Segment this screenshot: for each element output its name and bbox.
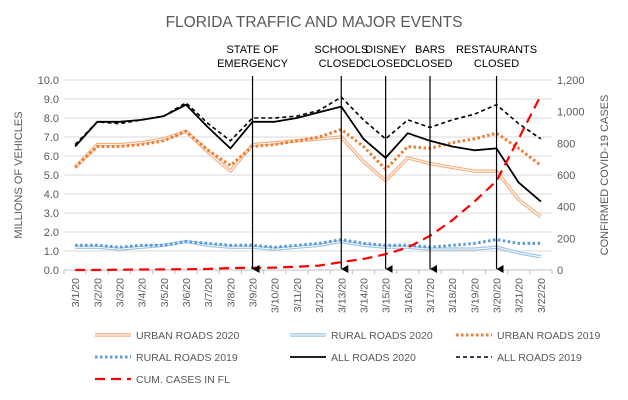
annotation-label: CLOSED bbox=[363, 58, 408, 70]
series-rural-roads-2020-inner bbox=[75, 241, 541, 258]
y2-tick-label: 600 bbox=[557, 170, 575, 182]
annotation-label: STATE OF bbox=[226, 44, 278, 56]
x-tick-label: 3/12/20 bbox=[314, 278, 326, 313]
y-tick-label: 4.0 bbox=[44, 189, 59, 201]
x-tick-label: 3/8/20 bbox=[225, 278, 237, 307]
x-tick-label: 3/14/20 bbox=[358, 278, 370, 313]
x-tick-label: 3/18/20 bbox=[447, 278, 459, 313]
y2-axis-ticks: 0 200 400 600 800 1,000 1,200 bbox=[557, 75, 585, 277]
legend-item: URBAN ROADS 2020 bbox=[95, 330, 239, 342]
legend-item: CUM. CASES IN FL bbox=[95, 374, 230, 386]
series-cum-cases-in-fl bbox=[75, 94, 542, 272]
x-tick-label: 3/6/20 bbox=[181, 278, 193, 307]
x-tick-label: 3/1/20 bbox=[70, 278, 82, 307]
annotation-label: CLOSED bbox=[319, 58, 364, 70]
gridlines bbox=[64, 79, 552, 271]
x-tick-label: 3/17/20 bbox=[425, 278, 437, 313]
event-annotations: STATE OFEMERGENCYSCHOOLSCLOSEDDISNEYCLOS… bbox=[217, 44, 537, 273]
x-tick-label: 3/13/20 bbox=[336, 278, 348, 313]
y2-axis-label: CONFIRMED COVID-19 CASES bbox=[599, 95, 611, 256]
y-tick-label: 2.0 bbox=[44, 227, 59, 239]
annotation-label: EMERGENCY bbox=[217, 58, 289, 70]
x-tick-label: 3/7/20 bbox=[203, 278, 215, 307]
annotation-label: RESTAURANTS bbox=[456, 44, 537, 56]
legend-label: URBAN ROADS 2020 bbox=[136, 330, 239, 342]
y-axis-label: MILLIONS OF VEHICLES bbox=[13, 111, 25, 238]
y2-tick-label: 800 bbox=[557, 138, 575, 150]
series-all-roads-2020 bbox=[74, 103, 542, 203]
series-urban-roads-2020-inner bbox=[74, 130, 542, 218]
x-axis-ticks: 3/1/20 3/2/20 3/3/20 3/4/20 3/5/20 3/6/20 3/7/… bbox=[63, 270, 553, 313]
x-tick-label: 3/10/20 bbox=[270, 278, 282, 313]
x-tick-label: 3/21/20 bbox=[514, 278, 526, 313]
legend-label: ALL ROADS 2020 bbox=[331, 352, 416, 364]
legend-label: URBAN ROADS 2019 bbox=[497, 330, 600, 342]
y-tick-label: 10.0 bbox=[38, 75, 59, 87]
y2-tick-label: 1,200 bbox=[557, 75, 585, 87]
x-tick-label: 3/20/20 bbox=[492, 278, 504, 313]
annotation: SCHOOLS CLOSED bbox=[314, 44, 368, 273]
y2-tick-label: 400 bbox=[557, 202, 575, 214]
series-lines bbox=[73, 94, 542, 272]
y2-tick-label: 200 bbox=[557, 233, 575, 245]
y-tick-label: 3.0 bbox=[44, 208, 59, 220]
y-tick-label: 5.0 bbox=[44, 170, 59, 182]
x-tick-label: 3/19/20 bbox=[469, 278, 481, 313]
y-tick-label: 0.0 bbox=[44, 265, 59, 277]
legend-item: RURAL ROADS 2019 bbox=[95, 352, 238, 364]
x-tick-label: 3/16/20 bbox=[403, 278, 415, 313]
y-tick-label: 7.0 bbox=[44, 132, 59, 144]
x-tick-label: 3/2/20 bbox=[92, 278, 104, 307]
y-axis-ticks: 0.0 1.0 2.0 3.0 4.0 5.0 6.0 7.0 8.0 9.0 10.0 bbox=[38, 75, 59, 277]
y-tick-label: 9.0 bbox=[44, 94, 59, 106]
y2-tick-label: 0 bbox=[557, 265, 563, 277]
x-tick-label: 3/9/20 bbox=[248, 278, 260, 307]
annotation: BARS CLOSED bbox=[407, 44, 453, 273]
annotation: RESTAURANTS CLOSED bbox=[456, 44, 537, 273]
series-urban-roads-2020 bbox=[73, 129, 542, 219]
legend-label: RURAL ROADS 2019 bbox=[136, 352, 238, 364]
x-tick-label: 3/3/20 bbox=[114, 278, 126, 307]
chart-title: FLORIDA TRAFFIC AND MAJOR EVENTS bbox=[166, 14, 463, 31]
annotation-label: SCHOOLS bbox=[314, 44, 368, 56]
annotation-label: CLOSED bbox=[474, 58, 519, 70]
x-tick-label: 3/22/20 bbox=[536, 278, 548, 313]
legend-item: ALL ROADS 2019 bbox=[456, 352, 582, 364]
x-tick-label: 3/4/20 bbox=[137, 278, 149, 307]
series-rural-roads-2019 bbox=[75, 238, 541, 249]
legend-label: ALL ROADS 2019 bbox=[497, 352, 582, 364]
legend-item: RURAL ROADS 2020 bbox=[290, 330, 433, 342]
y2-tick-label: 1,000 bbox=[557, 107, 585, 119]
legend-label: CUM. CASES IN FL bbox=[136, 374, 230, 386]
annotation-label: CLOSED bbox=[407, 58, 452, 70]
x-tick-label: 3/5/20 bbox=[159, 278, 171, 307]
y-tick-label: 1.0 bbox=[44, 246, 59, 258]
annotation-label: DISNEY bbox=[365, 44, 407, 56]
legend-label: RURAL ROADS 2020 bbox=[331, 330, 433, 342]
series-rural-roads-2020 bbox=[75, 239, 542, 259]
legend-item: ALL ROADS 2020 bbox=[290, 352, 416, 364]
y-tick-label: 8.0 bbox=[44, 113, 59, 125]
annotation-label: BARS bbox=[415, 44, 445, 56]
series-urban-roads-2019 bbox=[74, 127, 542, 171]
annotation: STATE OF EMERGENCY bbox=[217, 44, 289, 273]
legend-item: URBAN ROADS 2019 bbox=[456, 330, 600, 342]
annotation: DISNEY CLOSED bbox=[363, 44, 408, 273]
x-tick-label: 3/11/20 bbox=[292, 278, 304, 312]
legend: URBAN ROADS 2020 RURAL ROADS 2020 URBAN RO… bbox=[95, 330, 600, 386]
y-tick-label: 6.0 bbox=[44, 151, 59, 163]
x-tick-label: 3/15/20 bbox=[381, 278, 393, 313]
